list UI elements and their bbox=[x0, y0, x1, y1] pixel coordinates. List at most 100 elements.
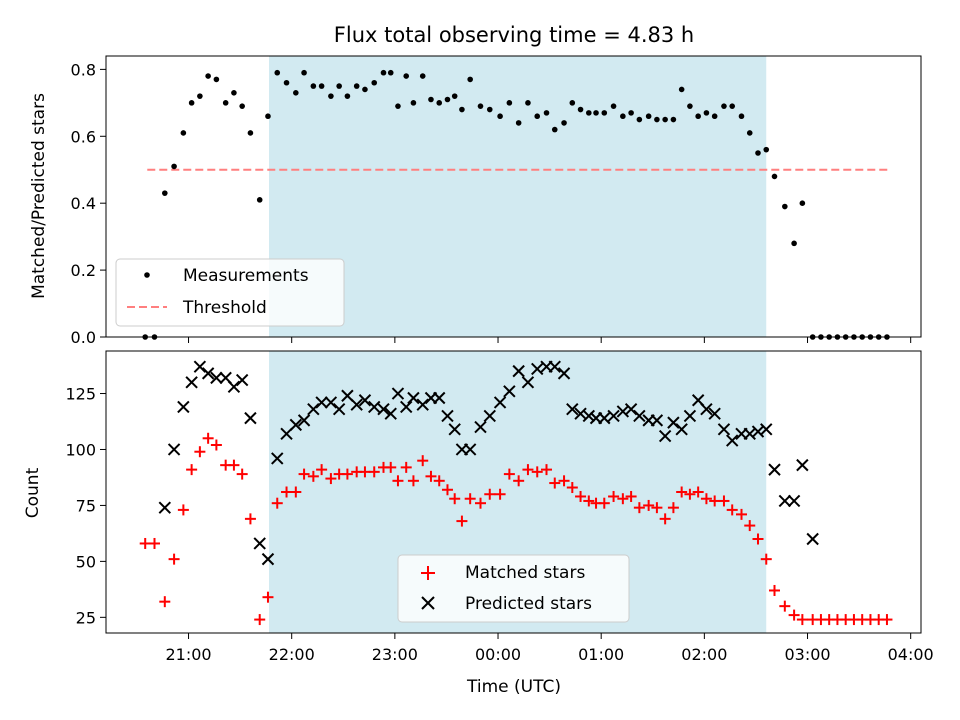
matched-star-point bbox=[392, 475, 404, 487]
measurement-point bbox=[436, 100, 443, 106]
measurement-point bbox=[771, 173, 778, 180]
matched-star-point bbox=[307, 470, 319, 482]
measurement-point bbox=[344, 93, 351, 99]
measurement-point bbox=[371, 79, 378, 86]
predicted-star-point bbox=[177, 400, 190, 414]
matched-star-point bbox=[236, 468, 248, 480]
predicted-star-point bbox=[566, 402, 579, 416]
bottom-y-axis-label: Count bbox=[23, 467, 43, 518]
measurement-point bbox=[791, 240, 797, 247]
measurement-point bbox=[645, 113, 652, 120]
measurement-point bbox=[782, 203, 788, 210]
predicted-star-point bbox=[315, 396, 328, 409]
predicted-star-point bbox=[358, 394, 372, 407]
y-tick-label: 0.0 bbox=[71, 328, 96, 347]
measurement-point bbox=[746, 130, 753, 136]
predicted-star-point bbox=[708, 407, 721, 420]
y-tick-label: 0.8 bbox=[71, 60, 96, 79]
measurement-point bbox=[497, 113, 503, 120]
top-x-ticks bbox=[188, 337, 912, 343]
matched-star-point bbox=[341, 468, 353, 480]
top-legend-box bbox=[115, 258, 345, 327]
predicted-star-point bbox=[289, 418, 303, 432]
predicted-star-point bbox=[441, 409, 454, 423]
matched-star-point bbox=[244, 513, 256, 525]
measurement-point bbox=[274, 69, 281, 76]
measurement-point bbox=[687, 103, 693, 109]
measurement-point bbox=[444, 96, 451, 103]
top-y-axis-label: Matched/Predicted stars bbox=[29, 93, 49, 299]
measurement-point bbox=[419, 73, 426, 79]
predicted-star-point bbox=[271, 452, 284, 465]
matched-star-point bbox=[148, 537, 160, 549]
matched-star-point bbox=[735, 508, 747, 520]
matched-star-point bbox=[168, 553, 180, 565]
matched-star-point bbox=[271, 497, 283, 509]
predicted-star-point bbox=[717, 423, 731, 436]
x-tick-label: 03:00 bbox=[784, 645, 830, 664]
matched-star-point bbox=[684, 488, 696, 500]
measurement-point bbox=[403, 73, 410, 79]
y-tick-label: 100 bbox=[65, 440, 96, 459]
measurement-point bbox=[662, 116, 668, 123]
matched-star-point bbox=[651, 502, 663, 514]
matched-star-point bbox=[760, 553, 772, 565]
matched-star-point bbox=[659, 513, 671, 525]
predicted-star-point bbox=[598, 411, 611, 425]
measurement-point bbox=[395, 103, 401, 109]
legend-threshold-label: Threshold bbox=[182, 298, 267, 318]
matched-star-point bbox=[531, 466, 543, 478]
measurement-point bbox=[755, 150, 761, 156]
matched-star-point bbox=[779, 600, 791, 612]
measurement-point bbox=[695, 113, 701, 120]
chart-title: Flux total observing time = 4.83 h bbox=[334, 23, 694, 47]
top-legend: Measurements Threshold bbox=[115, 258, 345, 327]
matched-star-point bbox=[456, 515, 468, 527]
matched-star-point bbox=[425, 470, 437, 482]
matched-star-point bbox=[549, 477, 561, 489]
measurement-point bbox=[543, 110, 550, 116]
measurement-point bbox=[593, 110, 599, 116]
measurement-point bbox=[180, 130, 187, 136]
predicted-star-point bbox=[158, 501, 172, 514]
measurement-point bbox=[293, 89, 299, 96]
matched-star-point bbox=[298, 468, 310, 480]
matched-star-point bbox=[744, 520, 756, 532]
predicted-star-point bbox=[244, 411, 257, 425]
matched-star-point bbox=[558, 475, 570, 487]
matched-star-point bbox=[692, 486, 704, 498]
matched-star-point bbox=[718, 495, 730, 507]
matched-star-point bbox=[464, 493, 476, 505]
predicted-star-point bbox=[778, 494, 792, 508]
matched-star-point bbox=[202, 432, 214, 444]
matched-star-point bbox=[228, 459, 240, 471]
predicted-star-point bbox=[193, 360, 207, 373]
measurement-point bbox=[197, 93, 203, 99]
measurement-point bbox=[222, 100, 229, 106]
matched-star-point bbox=[290, 486, 302, 498]
predicted-star-point bbox=[167, 443, 181, 456]
matched-star-point bbox=[709, 495, 721, 507]
predicted-star-point bbox=[548, 360, 561, 373]
measurement-point bbox=[428, 96, 434, 103]
predicted-star-point bbox=[512, 364, 525, 378]
bottom-y-axis: 25 50 75 100 125 bbox=[65, 385, 106, 627]
measurement-point bbox=[256, 197, 263, 203]
matched-star-point bbox=[449, 493, 461, 505]
top-panel: 0.00.20.40.60.8 Matched/Predicted stars … bbox=[29, 55, 922, 347]
matched-star-point bbox=[254, 614, 266, 626]
y-tick-label: 75 bbox=[76, 496, 96, 515]
measurement-point bbox=[561, 120, 567, 126]
matched-star-point bbox=[625, 490, 637, 502]
predicted-star-point bbox=[463, 443, 477, 456]
measurement-point bbox=[451, 93, 458, 99]
legend-matched-marker bbox=[421, 566, 435, 580]
matched-star-point bbox=[667, 502, 679, 514]
measurement-point bbox=[678, 86, 685, 93]
x-tick-label: 04:00 bbox=[888, 645, 934, 664]
measurement-point bbox=[610, 103, 617, 109]
top-y-axis: 0.0 0.2 0.4 0.6 0.8 bbox=[71, 60, 106, 347]
measurement-point bbox=[525, 100, 531, 106]
top-observing-window-shade bbox=[269, 56, 767, 337]
matched-star-point bbox=[407, 475, 419, 487]
